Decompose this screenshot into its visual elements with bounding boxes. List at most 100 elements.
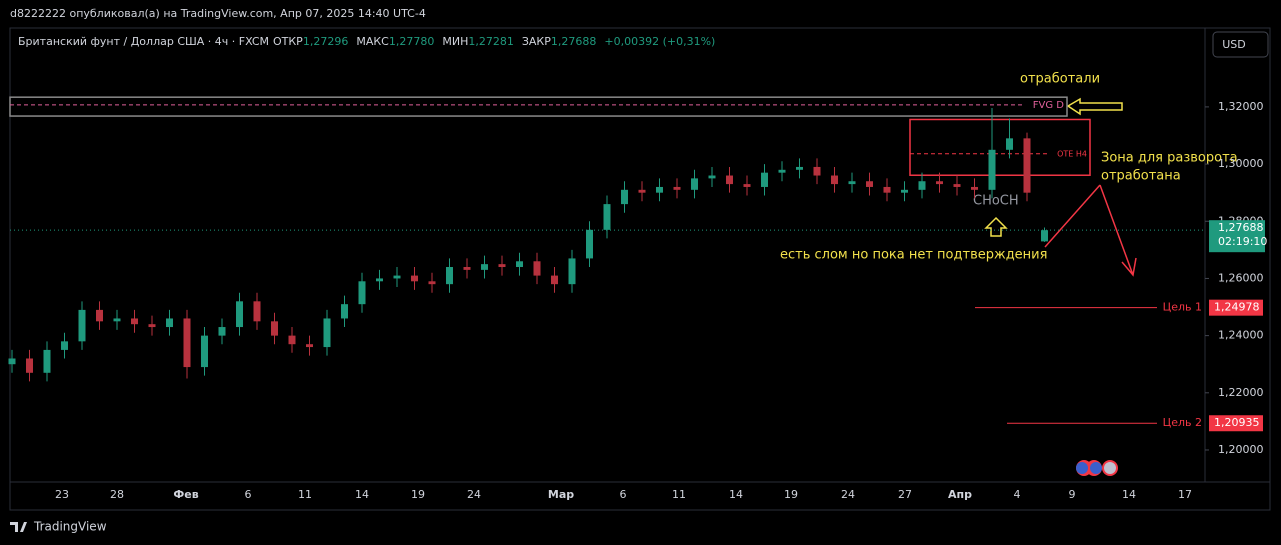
candle-body [341,304,348,319]
annotation: отработали [1020,72,1100,87]
candle-body [218,327,226,336]
x-tick-label: Апр [948,488,972,501]
candle-body [743,184,751,187]
candle-body [411,275,418,282]
y-tick-label: 1,30000 [1218,157,1264,170]
candle-body [533,261,541,276]
candle-body [26,358,33,373]
candle-body [761,172,768,187]
candle-body [866,181,873,187]
target-value: 1,24978 [1214,301,1260,314]
candle-body [148,324,156,328]
candle-body [971,186,978,190]
x-tick-label: Мар [548,488,574,501]
candle-body [498,264,506,268]
candle-body [481,264,488,270]
legend-label: ЗАКР [522,35,551,48]
candle-body [323,318,331,348]
logo: TradingView [10,520,107,534]
candle-body [393,275,401,279]
candle-body [183,318,191,368]
x-tick-label: 4 [1014,488,1021,501]
candle-body [603,204,611,230]
candle-body [901,189,908,193]
candle-body [1023,138,1031,193]
candle-body [551,275,558,285]
target-label: Цель 2 [1163,416,1202,429]
legend-value: 1,27281 [468,35,514,48]
candle-body [621,189,628,205]
candle-body [656,186,663,193]
candle-body [796,166,803,170]
chart-frame [9,27,1271,511]
legend-change: +0,00392 (+0,31%) [604,35,715,48]
x-tick-label: 19 [784,488,798,501]
candle-body [61,341,68,350]
candle-body [691,178,698,190]
candle-body [306,344,313,348]
zone-label: OTE H4 [1057,149,1087,158]
annotation: есть слом но пока нет подтверждения [780,248,1047,263]
y-tick-label: 1,24000 [1218,329,1264,342]
candle-body [166,318,173,328]
arrow [1066,97,1123,116]
candle-body [428,281,436,285]
candle-body [1006,138,1013,150]
candle-body [78,309,86,342]
candle-body [376,278,383,282]
legend-value: 1,27296 [303,35,349,48]
x-tick-label: 6 [620,488,627,501]
countdown: 02:19:10 [1218,235,1267,248]
x-tick-label: 14 [729,488,743,501]
x-tick-label: 23 [55,488,69,501]
last-price-label: 1,27688 [1218,221,1264,234]
candle-body [726,175,733,185]
candle-body [516,261,523,268]
target-box [1209,415,1263,432]
x-tick-label: 14 [355,488,369,501]
candle-body [918,181,926,190]
arrow [984,216,1008,237]
candle-body [43,349,51,373]
event-icons [1076,460,1118,476]
legend-label: ОТКР [273,35,303,48]
candle-body [988,149,996,190]
x-tick-label: 9 [1069,488,1076,501]
candle-body [253,301,261,322]
legend-value: 1,27688 [551,35,597,48]
last-price-box [1209,220,1265,253]
target-value: 1,20935 [1214,416,1260,429]
x-tick-label: 24 [467,488,481,501]
currency-button[interactable] [1212,31,1269,58]
x-tick-label: 27 [898,488,912,501]
x-tick-label: 19 [411,488,425,501]
target-label: Цель 1 [1163,301,1202,314]
footer: TradingView [33,520,107,534]
annotation: отработана [1101,169,1181,184]
candle-body [271,321,278,336]
annotation: CHoCH [973,194,1019,209]
x-tick-label: 24 [841,488,855,501]
candle-body [936,181,943,185]
candle-body [1041,230,1048,242]
currency[interactable]: USD [1222,38,1246,51]
candle-body [586,229,593,259]
candle-body [953,184,961,187]
candle-body [8,358,16,365]
candle-body [96,309,103,322]
candle-body [638,189,646,193]
annotation: Зона для разворота [1101,151,1238,166]
candle-body [463,267,471,270]
x-tick-label: 17 [1178,488,1192,501]
y-tick-label: 1,20000 [1218,443,1264,456]
x-tick-label: 11 [298,488,312,501]
candle-body [568,258,576,285]
candle-body [358,281,366,305]
candle-body [201,335,208,368]
candle-body [236,301,243,328]
legend-value: 1,27780 [389,35,435,48]
x-tick-label: 28 [110,488,124,501]
candle-body [288,335,296,345]
x-tick-label: 6 [245,488,252,501]
